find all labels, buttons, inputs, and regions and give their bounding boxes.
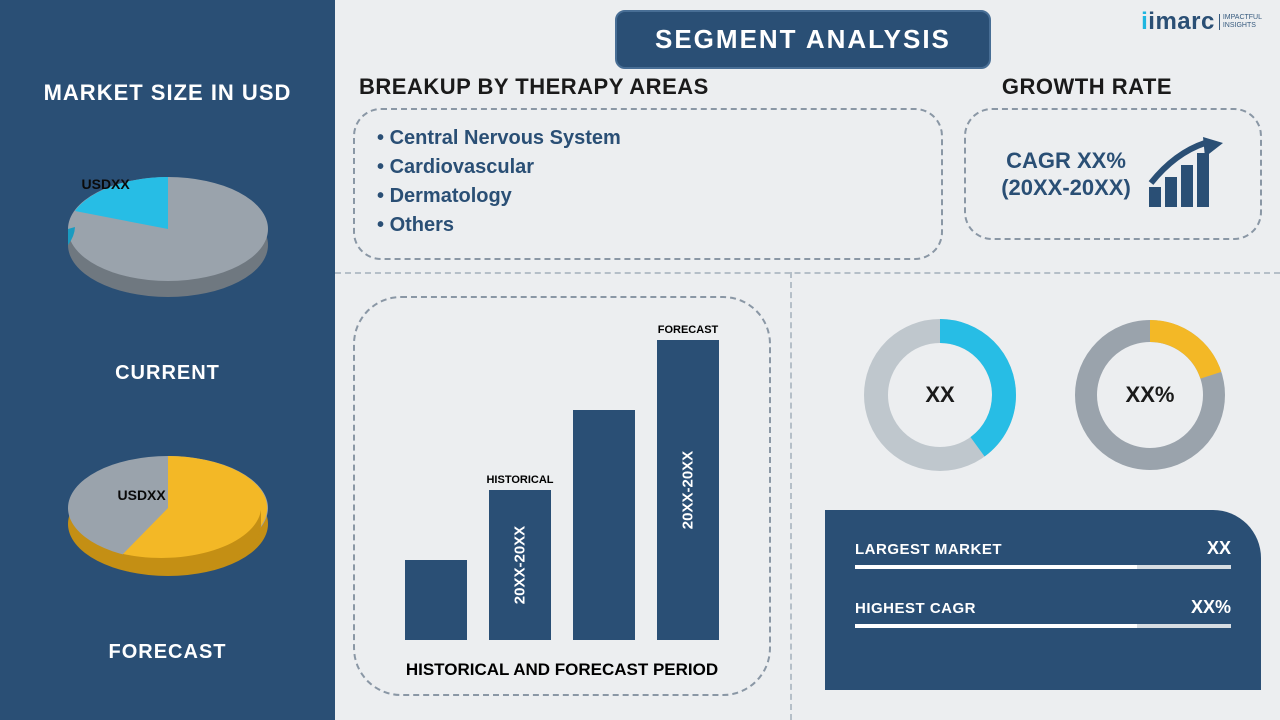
- info-row-1: HIGHEST CAGR XX%: [855, 597, 1231, 628]
- bar-chart-title: HISTORICAL AND FORECAST PERIOD: [355, 660, 769, 680]
- sidebar: MARKET SIZE IN USD USDXX CURRENT USDXX F…: [0, 0, 335, 720]
- bar-chart: 20XX-20XXHISTORICAL 20XX-20XXFORECAST: [385, 320, 739, 640]
- donut-row: XX XX%: [835, 310, 1255, 480]
- therapy-title: BREAKUP BY THERAPY AREAS: [359, 74, 709, 100]
- info-bar-1: [855, 624, 1231, 628]
- donut-1: XX: [860, 315, 1020, 475]
- therapy-box: Central Nervous SystemCardiovascularDerm…: [353, 108, 943, 260]
- info-bar-0: [855, 565, 1231, 569]
- pie-chart-forecast: [53, 426, 283, 606]
- pie-current-label: CURRENT: [115, 362, 220, 385]
- bar: [405, 560, 467, 640]
- divider-h: [335, 272, 1280, 274]
- info-panel: LARGEST MARKET XX HIGHEST CAGR XX%: [825, 510, 1261, 690]
- bar: 20XX-20XXHISTORICAL: [489, 490, 551, 640]
- pie-chart-current: [53, 147, 283, 327]
- page-title: SEGMENT ANALYSIS: [615, 10, 991, 69]
- pie-forecast-label: FORECAST: [109, 641, 227, 664]
- pie-forecast: USDXX: [48, 415, 288, 635]
- logo: iimarc IMPACTFULINSIGHTS: [1141, 8, 1262, 36]
- therapy-item: Cardiovascular: [377, 153, 919, 182]
- pie-current-value: USDXX: [82, 176, 130, 192]
- pie-forecast-value: USDXX: [118, 487, 166, 503]
- therapy-item: Others: [377, 211, 919, 240]
- donut-2: XX%: [1070, 315, 1230, 475]
- growth-icon: [1145, 135, 1225, 213]
- logo-brand: imarc: [1148, 8, 1215, 35]
- divider-v: [790, 272, 792, 720]
- sidebar-heading: MARKET SIZE IN USD: [44, 80, 292, 106]
- growth-title: GROWTH RATE: [1002, 74, 1172, 100]
- growth-box: CAGR XX% (20XX-20XX): [964, 108, 1262, 240]
- therapy-list: Central Nervous SystemCardiovascularDerm…: [377, 124, 919, 240]
- therapy-item: Dermatology: [377, 182, 919, 211]
- bar: [573, 410, 635, 640]
- growth-text: CAGR XX% (20XX-20XX): [1001, 147, 1131, 202]
- bar: 20XX-20XXFORECAST: [657, 340, 719, 640]
- bar-chart-box: 20XX-20XXHISTORICAL 20XX-20XXFORECAST HIS…: [353, 296, 771, 696]
- pie-current: USDXX: [48, 136, 288, 356]
- main-area: SEGMENT ANALYSIS iimarc IMPACTFULINSIGHT…: [335, 0, 1280, 720]
- info-row-0: LARGEST MARKET XX: [855, 538, 1231, 569]
- therapy-item: Central Nervous System: [377, 124, 919, 153]
